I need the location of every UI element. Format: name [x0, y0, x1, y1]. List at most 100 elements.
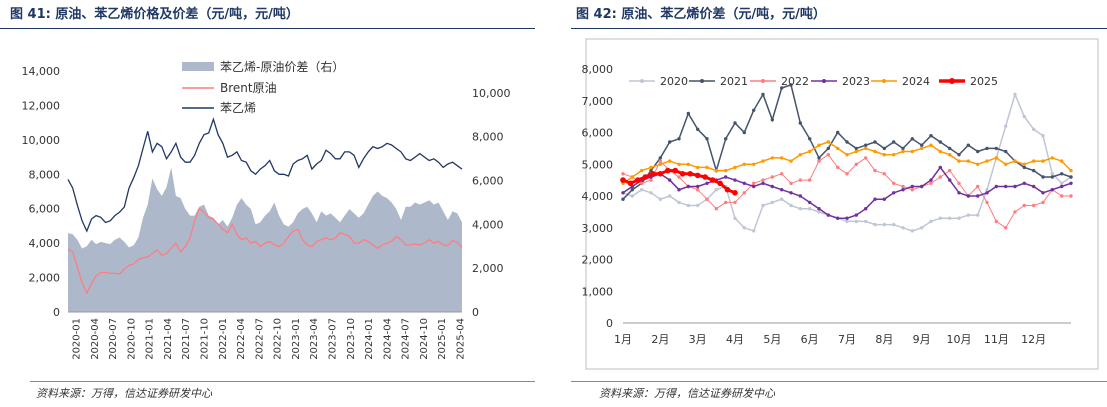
data-point-2020	[976, 213, 980, 217]
data-point-2021	[630, 188, 634, 192]
data-point-2021	[770, 118, 774, 122]
data-point-2022	[1069, 194, 1073, 198]
x-tick-label: 3月	[689, 333, 707, 346]
data-point-2023	[957, 191, 961, 195]
data-point-2022	[808, 178, 812, 182]
legend-label-brent: Brent原油	[220, 81, 277, 95]
data-point-2024	[1050, 156, 1054, 160]
data-point-2023	[1041, 191, 1045, 195]
y-right-tick-label: 6,000	[472, 175, 504, 188]
data-point-2024	[733, 165, 737, 170]
legend-label-2020: 2020	[660, 75, 688, 88]
data-point-2022	[621, 172, 625, 176]
data-point-2023	[705, 181, 709, 185]
data-point-2020	[1022, 114, 1026, 119]
data-point-2021	[780, 86, 784, 90]
figure-41-title-rule	[0, 28, 535, 29]
data-point-2024	[938, 149, 942, 154]
data-point-2021	[864, 143, 868, 147]
data-point-2024	[677, 162, 681, 166]
data-point-2023	[1013, 184, 1017, 189]
x-tick-label: 2月	[651, 333, 669, 346]
data-point-2022	[640, 181, 644, 185]
data-point-2023	[845, 216, 849, 220]
data-point-2020	[1041, 134, 1045, 138]
data-point-2023	[808, 200, 812, 205]
figure-41-panel: 图 41: 原油、苯乙烯价格及价差（元/吨，元/吨） 0 2,000 4,000 6,…	[0, 0, 535, 407]
data-point-2021	[994, 146, 998, 151]
data-point-2021	[742, 130, 746, 135]
data-point-2021	[733, 121, 737, 125]
data-point-2020	[668, 194, 672, 198]
y-tick-label: 7,000	[582, 95, 614, 108]
data-point-2020	[649, 191, 653, 195]
x-tick-label: 2023-10	[346, 318, 357, 360]
data-point-2023	[621, 191, 625, 195]
data-point-2020	[817, 210, 821, 214]
x-tick-label: 6月	[801, 333, 819, 346]
data-point-2022	[1041, 200, 1045, 205]
data-point-2021	[761, 92, 765, 97]
data-point-2023	[910, 184, 914, 189]
data-point-2021	[1032, 168, 1036, 173]
data-point-2021	[808, 137, 812, 141]
data-point-2020	[677, 200, 681, 205]
y-left-tick-label: 14,000	[22, 65, 61, 78]
data-point-2022	[789, 181, 793, 185]
data-point-2022	[817, 159, 821, 163]
y-tick-label: 0	[606, 317, 613, 330]
legend-label-styrene: 苯乙烯	[220, 101, 256, 115]
data-point-2021	[686, 111, 690, 116]
data-point-2021	[901, 146, 905, 151]
data-point-2024	[882, 153, 886, 157]
data-point-2020	[854, 219, 858, 224]
data-point-2021	[873, 140, 877, 144]
data-point-2020	[640, 188, 644, 192]
data-point-2021	[621, 197, 625, 201]
data-point-2021	[752, 108, 756, 113]
data-point-2024	[1013, 159, 1017, 163]
data-point-2021	[705, 137, 709, 141]
data-point-2020	[845, 219, 849, 224]
data-point-2025	[694, 172, 701, 179]
data-point-2022	[705, 197, 709, 201]
data-point-2022	[798, 178, 802, 182]
data-point-2022	[826, 153, 830, 157]
data-point-2022	[957, 181, 961, 185]
legend-label-2023: 2023	[842, 75, 870, 88]
data-point-2022	[1013, 210, 1017, 214]
data-point-2024	[742, 162, 746, 166]
y-tick-label: 4,000	[582, 190, 614, 203]
data-point-2024	[658, 162, 662, 166]
styrene-line	[67, 117, 463, 233]
x-tick-label: 2021-04	[163, 318, 174, 360]
data-point-2020	[714, 188, 718, 192]
data-point-2024	[864, 146, 868, 151]
data-point-2021	[948, 146, 952, 151]
spread-area	[68, 167, 462, 312]
x-tick-label: 8月	[875, 333, 893, 346]
series-2025	[620, 167, 738, 196]
data-point-2024	[714, 168, 718, 173]
data-point-2024	[696, 165, 700, 170]
x-tick-label: 9月	[913, 333, 931, 346]
data-point-2022	[845, 172, 849, 176]
x-tick-label: 2022-07	[254, 318, 265, 360]
chart-frame	[585, 38, 1099, 370]
data-point-2020	[789, 203, 793, 208]
figure-42-source-rule	[571, 381, 1107, 382]
data-point-2020	[1004, 124, 1008, 128]
data-point-2025	[642, 174, 649, 180]
figure-42-svg: 0 1,000 2,000 3,000 4,000 5,000 6,000 7,000 8,00…	[582, 38, 1099, 370]
data-point-2021	[976, 149, 980, 154]
data-point-2024	[1060, 159, 1064, 163]
data-point-2023	[994, 184, 998, 189]
x-tick-label: 2022-10	[273, 318, 284, 360]
figure-42-caption: 原油、苯乙烯价差（元/吨，元/吨）	[621, 7, 826, 22]
y-right-tick-label: 2,000	[472, 262, 504, 275]
y-tick-label: 2,000	[582, 254, 614, 267]
legend-label-2024: 2024	[902, 75, 930, 88]
data-point-2021	[826, 146, 830, 151]
data-point-2021	[920, 143, 924, 147]
legend-marker-2025	[949, 78, 955, 84]
